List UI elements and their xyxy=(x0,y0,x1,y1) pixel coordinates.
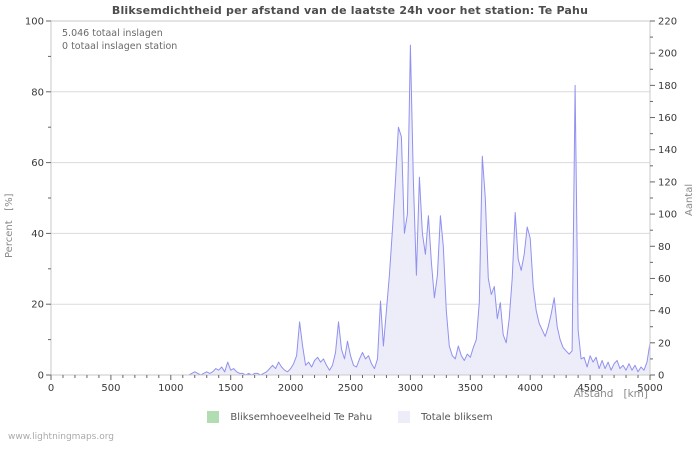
svg-text:160: 160 xyxy=(658,113,677,124)
svg-text:200: 200 xyxy=(658,49,677,60)
annotation-station-strikes: 0 totaal inslagen station xyxy=(62,41,178,52)
legend-swatch-total-icon xyxy=(398,411,411,423)
svg-text:4500: 4500 xyxy=(577,383,602,394)
svg-text:60: 60 xyxy=(31,158,44,169)
y-axis-label-right: Aantal xyxy=(684,183,695,216)
svg-text:3000: 3000 xyxy=(398,383,423,394)
svg-text:120: 120 xyxy=(658,177,677,188)
svg-text:60: 60 xyxy=(658,274,671,285)
legend-label-total: Totale bliksem xyxy=(421,411,493,423)
chart-title: Bliksemdichtheid per afstand van de laat… xyxy=(111,4,589,17)
svg-text:20: 20 xyxy=(31,300,44,311)
svg-text:0: 0 xyxy=(38,371,44,382)
chart-legend: Bliksemhoeveelheid Te Pahu Totale blikse… xyxy=(0,411,700,423)
svg-text:0: 0 xyxy=(658,371,664,382)
svg-text:40: 40 xyxy=(31,229,44,240)
svg-text:100: 100 xyxy=(25,17,44,28)
svg-text:140: 140 xyxy=(658,145,677,156)
y-axis-label-left: Percent [%] xyxy=(4,193,15,258)
watermark-link[interactable]: www.lightningmaps.org xyxy=(8,432,114,442)
svg-text:220: 220 xyxy=(658,17,677,28)
svg-text:80: 80 xyxy=(658,242,671,253)
svg-text:80: 80 xyxy=(31,87,44,98)
svg-text:500: 500 xyxy=(101,383,120,394)
svg-text:0: 0 xyxy=(48,383,54,394)
svg-text:2000: 2000 xyxy=(278,383,303,394)
x-axis-label: Afstand [km] xyxy=(573,388,648,400)
legend-item-station: Bliksemhoeveelheid Te Pahu xyxy=(207,411,372,423)
svg-text:4000: 4000 xyxy=(517,383,542,394)
annotation-total-strikes: 5.046 totaal inslagen xyxy=(62,28,163,39)
svg-text:2500: 2500 xyxy=(338,383,363,394)
legend-label-station: Bliksemhoeveelheid Te Pahu xyxy=(230,411,373,423)
legend-swatch-station-icon xyxy=(207,411,220,423)
svg-text:1000: 1000 xyxy=(158,383,183,394)
total-strikes-annotation: 5.046 totaal inslagen 0 totaal inslagen … xyxy=(62,27,177,53)
svg-text:100: 100 xyxy=(658,210,677,221)
svg-text:1500: 1500 xyxy=(218,383,243,394)
svg-text:20: 20 xyxy=(658,338,671,349)
svg-text:5000: 5000 xyxy=(637,383,662,394)
svg-text:180: 180 xyxy=(658,81,677,92)
svg-text:40: 40 xyxy=(658,306,671,317)
svg-text:3500: 3500 xyxy=(458,383,483,394)
legend-item-total: Totale bliksem xyxy=(398,411,493,423)
